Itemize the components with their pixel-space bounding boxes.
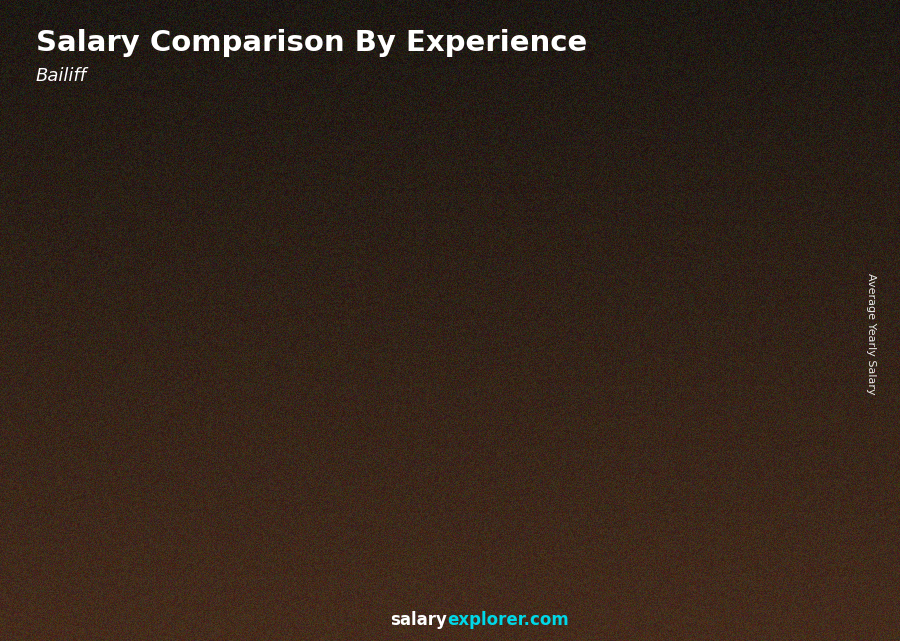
Text: Salary Comparison By Experience: Salary Comparison By Experience <box>36 29 587 57</box>
Polygon shape <box>69 415 75 564</box>
Polygon shape <box>269 361 275 565</box>
Text: Bailiff: Bailiff <box>36 67 87 85</box>
Polygon shape <box>195 372 269 564</box>
Bar <box>716 79 819 84</box>
Polygon shape <box>649 201 656 565</box>
Bar <box>716 47 819 53</box>
Polygon shape <box>576 213 581 564</box>
Text: +7%: +7% <box>509 142 559 161</box>
Polygon shape <box>702 190 776 564</box>
Polygon shape <box>702 178 782 190</box>
Bar <box>716 74 819 79</box>
Polygon shape <box>390 300 396 564</box>
Polygon shape <box>449 224 529 237</box>
Polygon shape <box>644 213 649 564</box>
Polygon shape <box>69 403 149 415</box>
Bar <box>716 58 819 63</box>
Polygon shape <box>517 237 522 564</box>
Text: +7%: +7% <box>635 113 685 133</box>
Polygon shape <box>69 415 142 564</box>
Bar <box>716 32 819 37</box>
Polygon shape <box>396 288 402 565</box>
Polygon shape <box>770 190 776 564</box>
Text: Average Yearly Salary: Average Yearly Salary <box>866 272 877 394</box>
Polygon shape <box>263 372 269 564</box>
Text: +24%: +24% <box>375 180 439 199</box>
Polygon shape <box>137 415 142 564</box>
Bar <box>716 37 819 42</box>
Text: 78,900 USD: 78,900 USD <box>704 170 782 183</box>
Text: 69,100 USD: 69,100 USD <box>450 217 529 229</box>
Bar <box>716 63 819 69</box>
Bar <box>716 84 819 89</box>
Text: explorer.com: explorer.com <box>447 612 569 629</box>
Bar <box>716 69 819 74</box>
Polygon shape <box>322 288 402 300</box>
Bar <box>716 89 819 94</box>
Polygon shape <box>322 300 396 564</box>
Text: 40,400 USD: 40,400 USD <box>197 353 275 365</box>
Polygon shape <box>576 201 656 213</box>
Bar <box>716 94 819 99</box>
Bar <box>716 32 755 63</box>
Polygon shape <box>449 237 522 564</box>
Polygon shape <box>195 361 275 372</box>
Polygon shape <box>576 213 649 564</box>
Text: 31,400 USD: 31,400 USD <box>70 395 149 408</box>
Polygon shape <box>142 403 149 565</box>
Polygon shape <box>702 190 708 564</box>
Text: 55,700 USD: 55,700 USD <box>324 280 402 293</box>
Text: +29%: +29% <box>122 313 185 332</box>
Text: salary: salary <box>391 612 447 629</box>
Bar <box>716 42 819 47</box>
Text: +38%: +38% <box>249 242 312 261</box>
Bar <box>716 53 819 58</box>
Polygon shape <box>522 224 529 565</box>
Text: 74,000 USD: 74,000 USD <box>577 193 655 206</box>
Polygon shape <box>322 300 328 564</box>
Polygon shape <box>776 178 782 565</box>
Polygon shape <box>195 372 202 564</box>
Polygon shape <box>449 237 454 564</box>
